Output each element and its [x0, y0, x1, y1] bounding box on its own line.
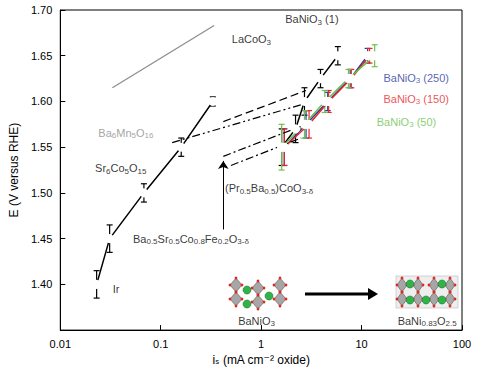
svg-text:1.60: 1.60	[31, 95, 52, 107]
svg-text:O: O	[437, 315, 446, 327]
svg-text:100: 100	[453, 338, 471, 350]
svg-text:Ba: Ba	[98, 127, 112, 139]
svg-text:)CoO: )CoO	[275, 182, 302, 194]
html-text:5O: 5O	[131, 126, 145, 141]
svg-text:Ir: Ir	[113, 283, 120, 295]
svg-text:15: 15	[138, 167, 147, 176]
svg-text:0.83: 0.83	[421, 319, 437, 328]
svg-text:E (V versus RHE): E (V versus RHE)	[7, 123, 21, 218]
svg-text:Co: Co	[180, 233, 194, 245]
svg-text:1: 1	[258, 338, 264, 350]
svg-text:16: 16	[145, 131, 154, 140]
svg-text:(250): (250)	[420, 72, 449, 84]
svg-text:3: 3	[415, 97, 421, 107]
svg-text:3: 3	[267, 38, 272, 47]
svg-text:(1): (1)	[322, 13, 339, 25]
svg-text:1.45: 1.45	[31, 233, 52, 245]
svg-text:0.5: 0.5	[240, 187, 252, 196]
svg-text:(50): (50)	[414, 116, 437, 128]
svg-text:3: 3	[409, 120, 414, 130]
svg-text:1.55: 1.55	[31, 141, 52, 153]
svg-text:0.5: 0.5	[146, 237, 158, 246]
svg-text:BaNiO: BaNiO	[383, 93, 416, 105]
svg-text:3: 3	[415, 76, 421, 86]
svg-text:Sr: Sr	[95, 162, 106, 174]
svg-text:BaNiO: BaNiO	[285, 13, 318, 25]
svg-text:0.8: 0.8	[194, 237, 206, 246]
svg-text:LaCoO: LaCoO	[232, 33, 267, 45]
svg-text:O: O	[228, 232, 238, 245]
svg-text:Ba: Ba	[133, 233, 147, 245]
svg-text:3: 3	[317, 17, 323, 27]
svg-text:6: 6	[111, 131, 117, 141]
svg-text:(150): (150)	[420, 93, 449, 105]
svg-text:Sr: Sr	[158, 233, 169, 245]
svg-text:1.40: 1.40	[31, 278, 52, 290]
svg-text:1.65: 1.65	[31, 50, 52, 62]
svg-text:0.5: 0.5	[264, 187, 276, 196]
svg-text:Co: Co	[111, 162, 125, 174]
svg-text:Mn: Mn	[116, 127, 131, 139]
svg-text:10: 10	[355, 338, 367, 350]
svg-text:6: 6	[106, 166, 111, 176]
svg-text:2.5: 2.5	[446, 319, 458, 328]
svg-text:(Pr: (Pr	[225, 182, 240, 194]
svg-text:3-δ: 3-δ	[302, 187, 314, 196]
svg-text:0.5: 0.5	[169, 237, 181, 246]
svg-text:BaNiO: BaNiO	[383, 72, 416, 84]
svg-text:1.50: 1.50	[31, 187, 52, 199]
svg-text:Ba: Ba	[251, 182, 265, 194]
svg-text:Fe: Fe	[205, 233, 218, 245]
svg-text:1.70: 1.70	[31, 4, 52, 16]
svg-text:3-δ: 3-δ	[237, 237, 249, 246]
svg-text:BaNiO: BaNiO	[238, 315, 271, 327]
svg-text:0.01: 0.01	[50, 338, 71, 350]
svg-text:BaNiO: BaNiO	[377, 116, 410, 128]
svg-text:0.2: 0.2	[218, 237, 230, 246]
html-text:5O: 5O	[124, 162, 138, 176]
svg-text:iₛ (mA cm⁻² oxide): iₛ (mA cm⁻² oxide)	[212, 353, 310, 367]
svg-text:BaNi: BaNi	[398, 315, 422, 327]
svg-text:3: 3	[271, 319, 276, 328]
svg-text:0.1: 0.1	[153, 338, 168, 350]
